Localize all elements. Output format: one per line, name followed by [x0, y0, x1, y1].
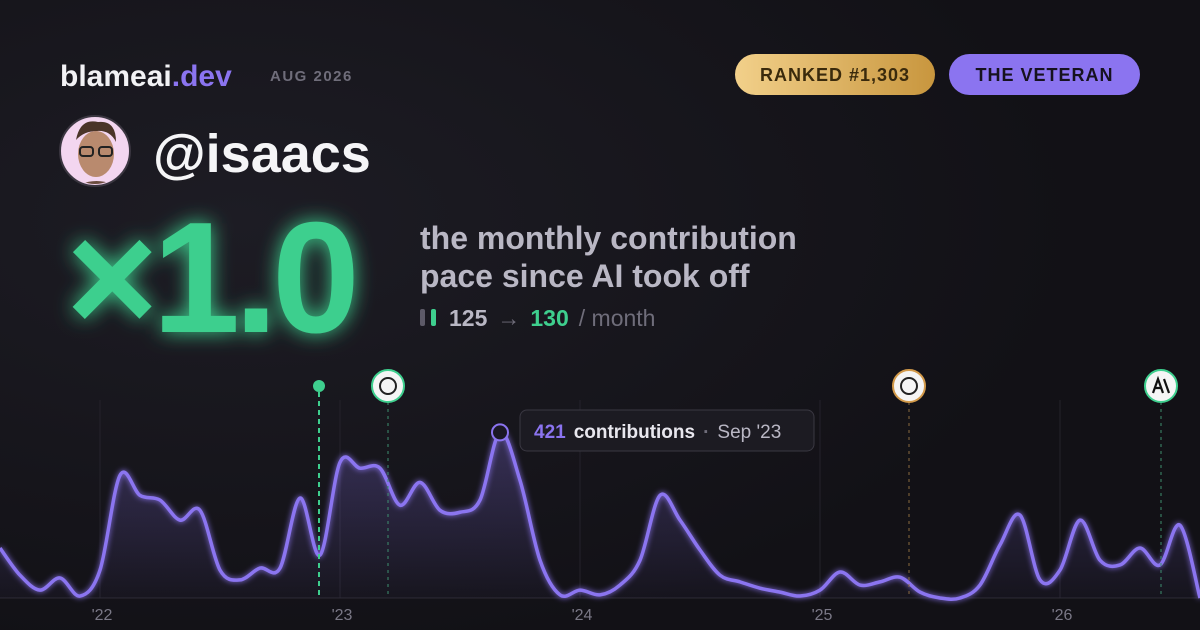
- event-icon-glyph: [900, 377, 918, 395]
- event-icon: [371, 369, 405, 403]
- brand: blameai.dev: [60, 60, 232, 93]
- title-badge-bg: [949, 54, 1140, 95]
- pace-icon: [420, 309, 425, 326]
- tooltip-label: contributions: [574, 422, 695, 443]
- tooltip-value: 421: [534, 422, 566, 443]
- x-tick-label: '22: [92, 607, 113, 624]
- x-tick-label: '23: [332, 607, 353, 624]
- pace-before: 125: [449, 305, 488, 331]
- title-badge: THE VETERAN: [975, 65, 1113, 85]
- period: AUG 2026: [270, 68, 353, 85]
- pace-unit: / month: [579, 305, 656, 331]
- event-icon-glyph: [379, 377, 397, 395]
- rank-badge-bg: [735, 54, 935, 95]
- event-dot: [313, 380, 325, 392]
- tooltip: 421 contributions · Sep '23: [534, 422, 781, 443]
- x-tick-label: '26: [1052, 607, 1073, 624]
- avatar: [59, 115, 131, 187]
- tooltip-date: Sep '23: [717, 422, 781, 443]
- description-line: pace since AI took off: [420, 258, 750, 294]
- tooltip-bg: [519, 409, 815, 452]
- event-icon-glyph: [1151, 375, 1171, 394]
- events: [313, 369, 1178, 598]
- pace-arrow: →: [497, 305, 520, 331]
- pace-icon: [431, 309, 436, 326]
- description-line: the monthly contribution: [420, 220, 797, 256]
- brand-tld: .dev: [172, 60, 232, 93]
- line: [0, 430, 1200, 601]
- rank-badge: RANKED #1,303: [760, 65, 910, 85]
- highlight-point: [491, 423, 509, 442]
- pace-after: 130: [530, 305, 568, 331]
- brand-name: blameai: [60, 60, 172, 93]
- chart: '22 '23 '24 '25 '26 421 contributions · Sep '23: [0, 400, 1200, 624]
- handle: @isaacs: [153, 124, 371, 184]
- x-tick-label: '24: [572, 607, 593, 624]
- multiplier: ×1.0: [66, 190, 354, 366]
- x-tick-label: '25: [812, 607, 833, 624]
- tooltip-separator: ·: [703, 422, 709, 443]
- pace: 125 → 130 / month: [449, 305, 655, 331]
- area: [0, 432, 1200, 600]
- event-icon: [892, 369, 926, 403]
